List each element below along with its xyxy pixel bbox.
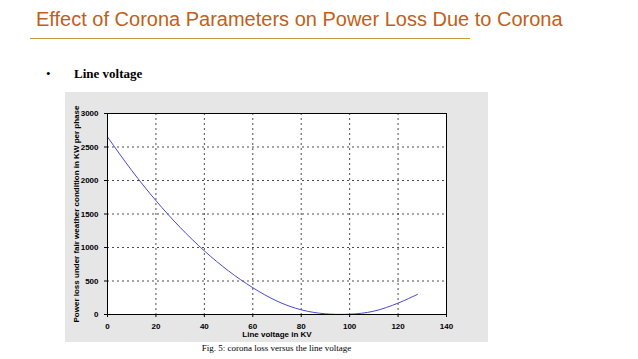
svg-text:1500: 1500 [81,210,99,219]
svg-text:3000: 3000 [81,109,99,118]
svg-text:100: 100 [343,322,357,331]
html-text:Effect of Corona Parameters on: Effect of Corona Parameters on Power Los… [36,8,563,30]
svg-text:140: 140 [440,322,454,331]
svg-text:40: 40 [200,322,209,331]
svg-text:500: 500 [85,277,99,286]
svg-text:0: 0 [105,322,110,331]
html-text:Line voltage: Line voltage [74,66,143,81]
svg-text:1000: 1000 [81,243,99,252]
svg-text:20: 20 [151,322,160,331]
svg-text:0: 0 [94,310,99,319]
svg-text:2500: 2500 [81,143,99,152]
svg-text:60: 60 [248,322,258,332]
svg-text:80: 80 [296,322,306,332]
svg-text:Power loss under fair weather: Power loss under fair weather condition … [72,105,81,322]
html-text:Fig. 5: corona loss versus the: Fig. 5: corona loss versus the line volt… [201,343,352,353]
svg-text:Line voltage in KV: Line voltage in KV [242,330,312,339]
svg-text:120: 120 [391,322,405,331]
svg-text:2000: 2000 [81,176,99,185]
